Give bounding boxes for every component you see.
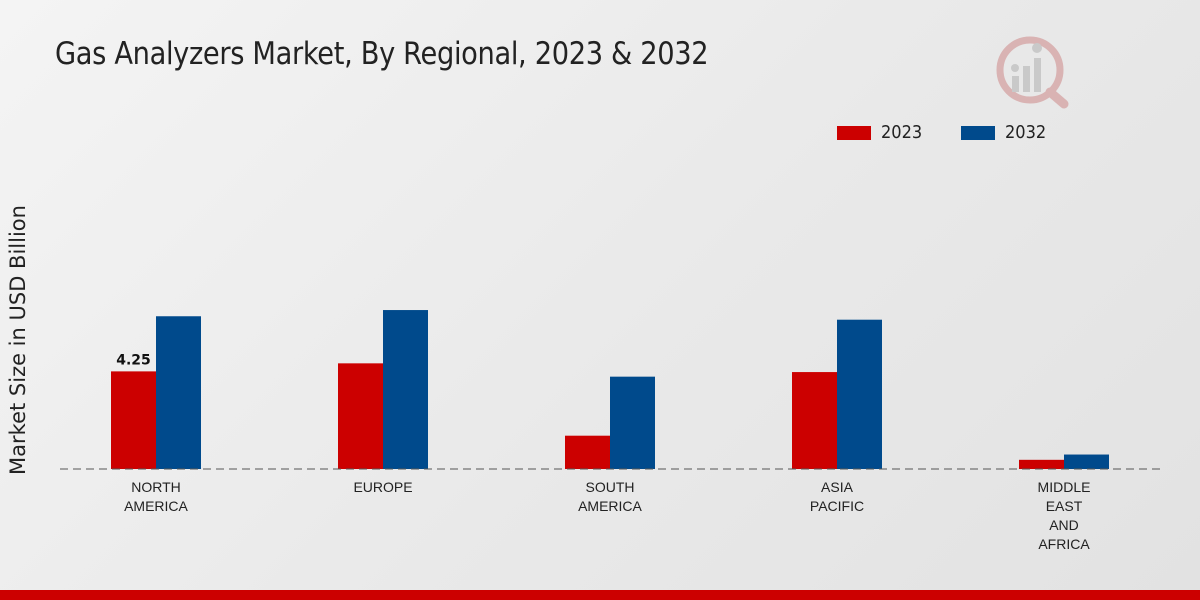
bar-2023-north-america[interactable] — [111, 371, 156, 469]
legend-item-2023[interactable]: 2023 — [837, 122, 927, 143]
brand-logo-icon — [990, 30, 1074, 114]
bar-2023-south-america[interactable] — [565, 435, 610, 469]
bar-2023-europe[interactable] — [338, 363, 383, 469]
bar-2032-north-america[interactable] — [156, 316, 201, 469]
x-tick-label-asia-pacific-line-1: PACIFIC — [810, 498, 864, 514]
x-tick-label-middle-east-and-africa-line-0: MIDDLE — [1038, 479, 1091, 495]
bar-2032-asia-pacific[interactable] — [837, 319, 882, 469]
legend: 2023 2032 — [837, 122, 1085, 143]
bar-2032-middle-east-and-africa[interactable] — [1064, 454, 1109, 469]
x-tick-label-middle-east-and-africa-line-3: AFRICA — [1038, 536, 1090, 552]
x-tick-label-north-america-line-0: NORTH — [131, 479, 181, 495]
x-tick-label-south-america-line-0: SOUTH — [586, 479, 635, 495]
x-tick-label-middle-east-and-africa-line-1: EAST — [1046, 498, 1083, 514]
x-tick-label-europe-line-0: EUROPE — [353, 479, 412, 495]
x-tick-label-asia-pacific-line-0: ASIA — [821, 479, 854, 495]
bar-2032-europe[interactable] — [383, 310, 428, 469]
legend-label-2023: 2023 — [881, 122, 923, 143]
bar-2032-south-america[interactable] — [610, 376, 655, 469]
x-tick-label-south-america-line-1: AMERICA — [578, 498, 642, 514]
x-tick-label-middle-east-and-africa-line-2: AND — [1049, 517, 1079, 533]
legend-item-2032[interactable]: 2032 — [960, 122, 1051, 143]
footer-bar — [0, 590, 1200, 600]
legend-swatch-2032 — [960, 125, 995, 140]
data-label-2023-0: 4.25 — [116, 352, 151, 368]
legend-label-2032: 2032 — [1004, 122, 1047, 143]
x-tick-label-north-america-line-1: AMERICA — [124, 498, 188, 514]
bar-2023-middle-east-and-africa[interactable] — [1019, 459, 1064, 469]
chart-title: Gas Analyzers Market, By Regional, 2023 … — [55, 36, 709, 72]
bar-2023-asia-pacific[interactable] — [792, 372, 837, 469]
legend-swatch-2023 — [837, 125, 871, 140]
